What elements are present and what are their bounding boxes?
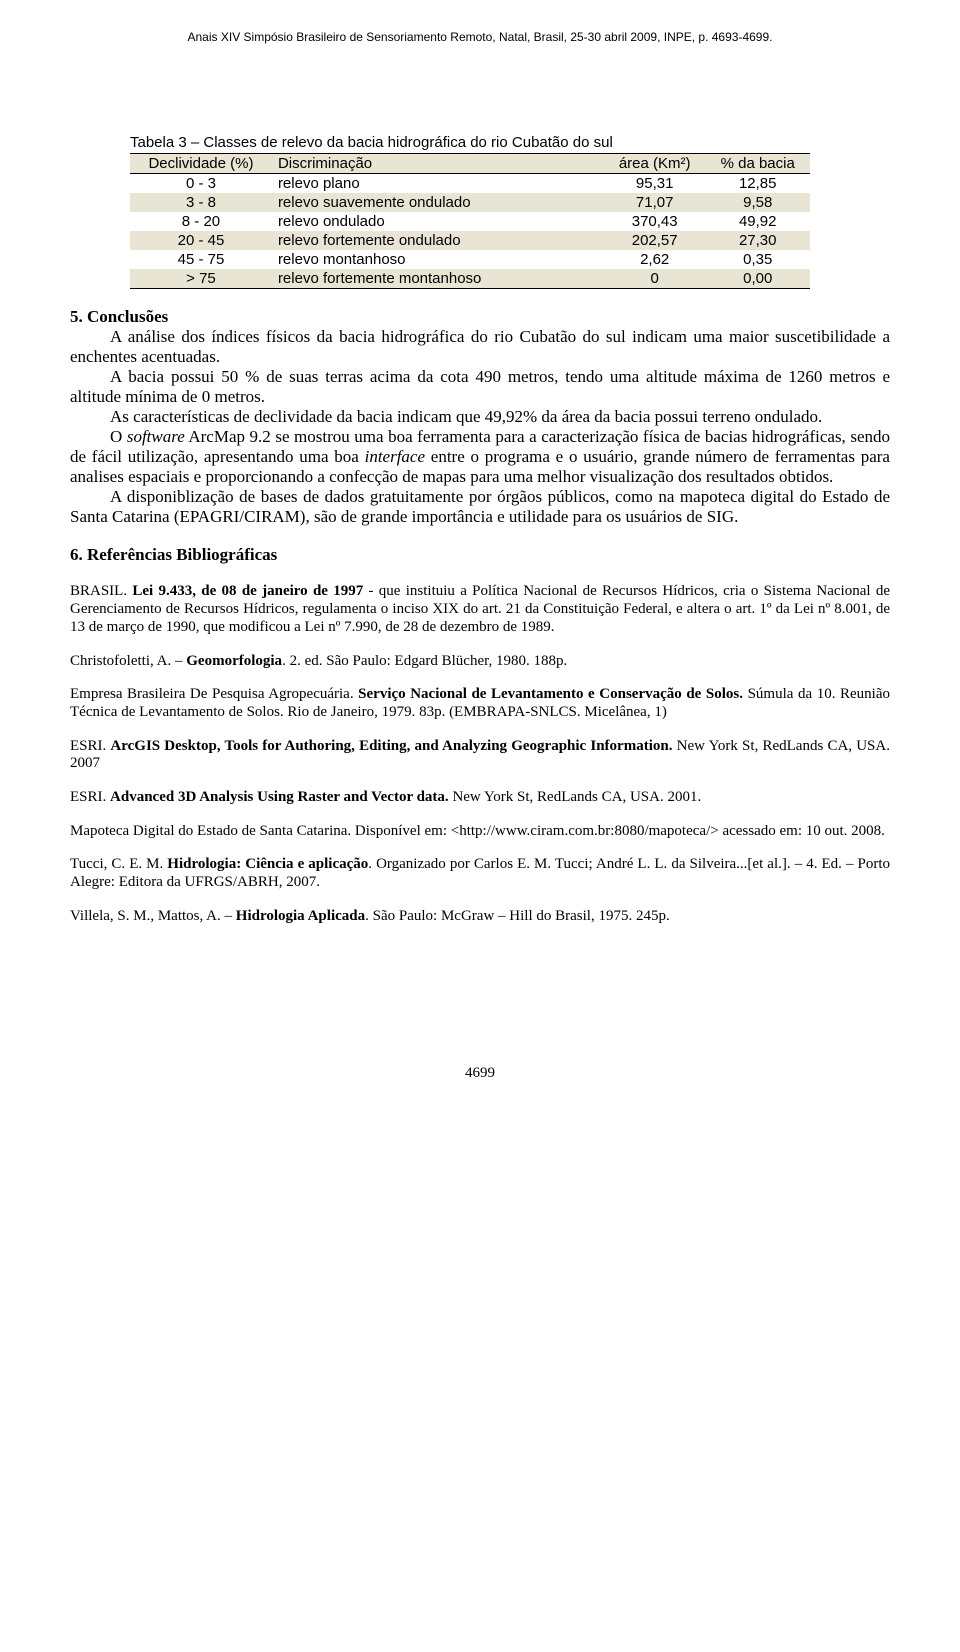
cell: 370,43 <box>604 212 705 231</box>
cell: 8 - 20 <box>130 212 272 231</box>
t: BRASIL. <box>70 583 132 599</box>
cell: 9,58 <box>705 193 810 212</box>
table-row: 8 - 20 relevo ondulado 370,43 49,92 <box>130 212 810 231</box>
t-bold: Lei 9.433, de 08 de janeiro de 1997 <box>132 583 368 599</box>
section-5-head: 5. Conclusões <box>70 307 890 327</box>
cell: relevo fortemente montanhoso <box>272 269 604 289</box>
ref-1: BRASIL. Lei 9.433, de 08 de janeiro de 1… <box>70 583 890 636</box>
t-bold: Serviço Nacional de Levantamento e Conse… <box>358 686 743 702</box>
cell: 20 - 45 <box>130 231 272 250</box>
table-row: 20 - 45 relevo fortemente ondulado 202,5… <box>130 231 810 250</box>
table-row: 45 - 75 relevo montanhoso 2,62 0,35 <box>130 250 810 269</box>
ref-7: Tucci, C. E. M. Hidrologia: Ciência e ap… <box>70 856 890 891</box>
table-row: > 75 relevo fortemente montanhoso 0 0,00 <box>130 269 810 289</box>
table-header-row: Declividade (%) Discriminação área (Km²)… <box>130 154 810 174</box>
cell: 0,00 <box>705 269 810 289</box>
interface-italic: interface <box>365 447 425 466</box>
ref-2: Christofoletti, A. – Geomorfologia. 2. e… <box>70 653 890 671</box>
page: Anais XIV Simpósio Brasileiro de Sensori… <box>0 0 960 1132</box>
ref-5: ESRI. Advanced 3D Analysis Using Raster … <box>70 789 890 807</box>
sec5-p4: O software ArcMap 9.2 se mostrou uma boa… <box>70 427 890 487</box>
relief-table: Declividade (%) Discriminação área (Km²)… <box>130 153 810 289</box>
t: New York St, RedLands CA, USA. 2001. <box>449 789 702 805</box>
t-bold: ArcGIS Desktop, Tools for Authoring, Edi… <box>110 738 672 754</box>
sec5-p3: As características de declividade da bac… <box>70 407 890 427</box>
t: ESRI. <box>70 789 110 805</box>
t: Christofoletti, A. – <box>70 653 186 669</box>
section-6-head: 6. Referências Bibliográficas <box>70 545 890 565</box>
t-bold: Advanced 3D Analysis Using Raster and Ve… <box>110 789 449 805</box>
t: . 2. ed. São Paulo: Edgard Blücher, 1980… <box>282 653 567 669</box>
table-caption: Tabela 3 – Classes de relevo da bacia hi… <box>70 134 890 151</box>
sec5-p2: A bacia possui 50 % de suas terras acima… <box>70 367 890 407</box>
cell: 2,62 <box>604 250 705 269</box>
cell: 71,07 <box>604 193 705 212</box>
t: Villela, S. M., Mattos, A. – <box>70 908 236 924</box>
cell: 3 - 8 <box>130 193 272 212</box>
cell: 0,35 <box>705 250 810 269</box>
running-head: Anais XIV Simpósio Brasileiro de Sensori… <box>70 30 890 44</box>
col-declividade: Declividade (%) <box>130 154 272 174</box>
t-bold: Hidrologia: Ciência e aplicação <box>167 856 368 872</box>
t: Tucci, C. E. M. <box>70 856 167 872</box>
cell: relevo fortemente ondulado <box>272 231 604 250</box>
col-pct: % da bacia <box>705 154 810 174</box>
ref-4: ESRI. ArcGIS Desktop, Tools for Authorin… <box>70 738 890 773</box>
t: ESRI. <box>70 738 110 754</box>
cell: 95,31 <box>604 174 705 194</box>
cell: 27,30 <box>705 231 810 250</box>
ref-6: Mapoteca Digital do Estado de Santa Cata… <box>70 823 890 841</box>
sec5-p1: A análise dos índices físicos da bacia h… <box>70 327 890 367</box>
cell: relevo ondulado <box>272 212 604 231</box>
cell: 202,57 <box>604 231 705 250</box>
t-bold: Hidrologia Aplicada <box>236 908 365 924</box>
ref-3: Empresa Brasileira De Pesquisa Agropecuá… <box>70 686 890 721</box>
cell: relevo montanhoso <box>272 250 604 269</box>
ref-8: Villela, S. M., Mattos, A. – Hidrologia … <box>70 908 890 926</box>
cell: relevo suavemente ondulado <box>272 193 604 212</box>
table-row: 0 - 3 relevo plano 95,31 12,85 <box>130 174 810 194</box>
cell: 12,85 <box>705 174 810 194</box>
cell: 45 - 75 <box>130 250 272 269</box>
t: . São Paulo: McGraw – Hill do Brasil, 19… <box>365 908 670 924</box>
cell: 0 <box>604 269 705 289</box>
t-bold: Geomorfologia <box>186 653 282 669</box>
cell: relevo plano <box>272 174 604 194</box>
t: O <box>110 427 127 446</box>
page-number: 4699 <box>70 1065 890 1082</box>
col-area: área (Km²) <box>604 154 705 174</box>
sec5-p5: A disponiblização de bases de dados grat… <box>70 487 890 527</box>
t: Empresa Brasileira De Pesquisa Agropecuá… <box>70 686 358 702</box>
cell: 0 - 3 <box>130 174 272 194</box>
col-discriminacao: Discriminação <box>272 154 604 174</box>
software-italic: software <box>127 427 185 446</box>
table-row: 3 - 8 relevo suavemente ondulado 71,07 9… <box>130 193 810 212</box>
cell: 49,92 <box>705 212 810 231</box>
cell: > 75 <box>130 269 272 289</box>
